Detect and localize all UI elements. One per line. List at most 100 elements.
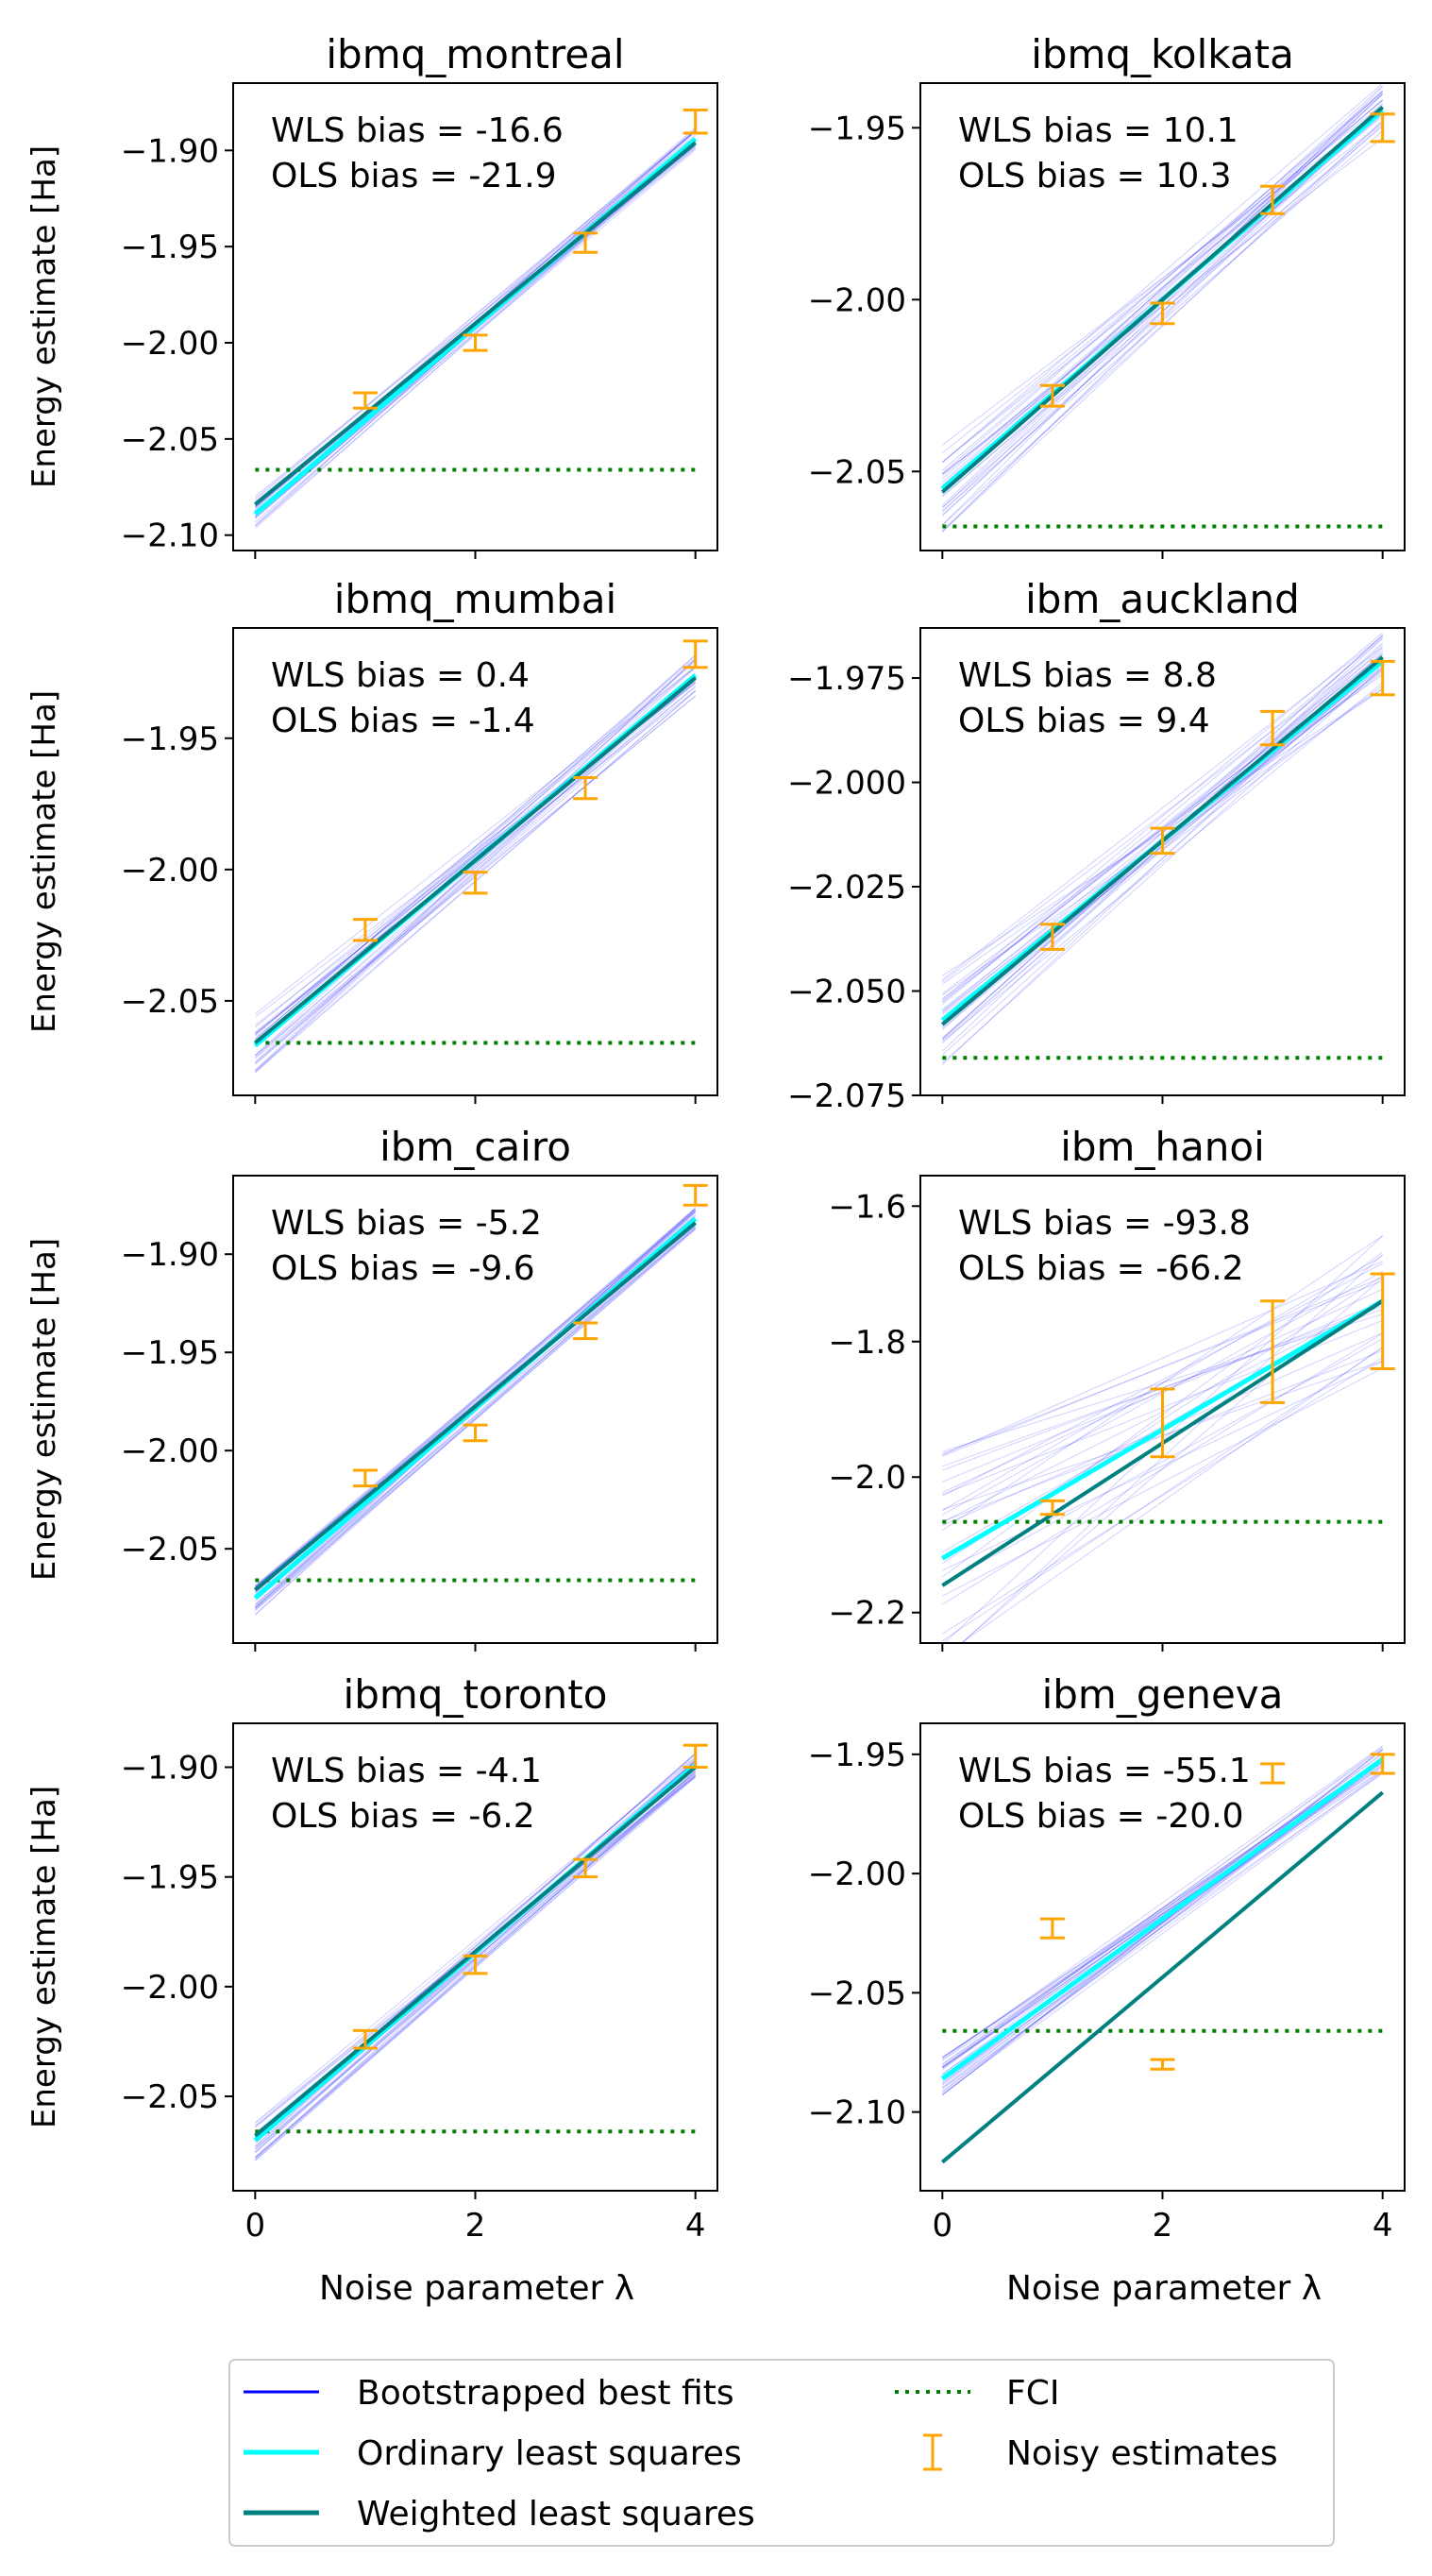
y-tick-label: −2.000 <box>787 765 906 803</box>
bootstrap-lines <box>942 1745 1383 2096</box>
bootstrap-fit-line <box>941 92 1384 471</box>
panel-title: ibmq_mumbai <box>334 576 616 622</box>
bootstrap-fit-line <box>960 1346 1383 1643</box>
wls-bias-annotation: WLS bias = 10.1 <box>958 111 1238 150</box>
legend: Bootstrapped best fits Ordinary least sq… <box>228 2359 1335 2547</box>
y-tick-label: −2.075 <box>787 1077 906 1115</box>
bootstrap-fit-line <box>942 1347 1383 1642</box>
noisy-estimate-errorbar <box>1260 709 1286 747</box>
y-tick-label: −2.05 <box>121 983 219 1021</box>
noisy-estimate-errorbar <box>352 1468 378 1488</box>
ols-bias-annotation: OLS bias = -21.9 <box>271 157 557 195</box>
bootstrap-fit-line <box>941 85 1384 490</box>
bootstrap-fit-line <box>942 1263 1383 1497</box>
bootstrap-fit-line <box>254 1228 697 1612</box>
noisy-estimate-errorbar <box>573 776 598 801</box>
bootstrap-fit-line <box>254 1213 697 1588</box>
y-tick-label: −2.05 <box>808 453 906 491</box>
noisy-estimate-errorbar <box>1039 923 1065 951</box>
y-tick-label: −1.95 <box>121 720 219 758</box>
noisy-estimate-errorbar <box>463 1954 488 1975</box>
bootstrap-fit-line <box>942 1769 1383 2059</box>
noisy-estimate-errorbar <box>682 1183 708 1207</box>
panel-ibm_auckland: −2.075 −2.050 −2.025 −2.000 −1.975 ibm_auckla… <box>787 576 1406 1115</box>
bootstrap-fit-line <box>254 1756 697 2124</box>
bootstrap-fit-line <box>254 1227 697 1605</box>
bootstrap-fit-line <box>254 654 697 1056</box>
bootstrap-fit-line <box>254 1211 697 1586</box>
ols-bias-annotation: OLS bias = -1.4 <box>271 702 535 740</box>
ols-bias-annotation: OLS bias = -9.6 <box>271 1249 535 1288</box>
bootstrap-fit-line <box>942 1313 1383 1452</box>
bootstrap-fit-line <box>942 1280 1383 1454</box>
panel-ibmq_mumbai: −2.05 −2.00 −1.95 ibmq_mumbai WLS bias = 0.4… <box>25 576 718 1104</box>
wls-bias-annotation: WLS bias = -93.8 <box>958 1204 1251 1243</box>
bootstrap-fit-line <box>942 1235 1383 1531</box>
y-tick-label: −2.00 <box>808 281 906 319</box>
panel-title: ibm_auckland <box>1025 576 1300 622</box>
noisy-estimate-errorbar <box>1260 1299 1286 1404</box>
plot-area <box>253 109 708 529</box>
noisy-estimate-errorbar <box>1370 1753 1395 1775</box>
legend-label-noisy: Noisy estimates <box>1006 2434 1278 2473</box>
ols-bias-annotation: OLS bias = 9.4 <box>958 702 1210 740</box>
bootstrap-fit-line <box>942 650 1383 1003</box>
bootstrap-fit-line <box>942 1758 1383 2059</box>
bootstrap-fit-line <box>941 90 1384 474</box>
ols-line <box>940 1756 1385 2081</box>
panel-title: ibm_cairo <box>379 1124 571 1170</box>
x-tick-label: 4 <box>1373 2207 1393 2245</box>
y-axis-label: Energy estimate [Ha] <box>25 1786 63 2128</box>
y-tick-label: −2.025 <box>787 869 906 907</box>
noisy-estimate-errorbar <box>463 333 488 352</box>
bootstrap-fit-line <box>254 659 697 1041</box>
bootstrap-fit-line <box>942 1361 1383 1571</box>
bootstrap-fit-line <box>942 1367 1383 1597</box>
y-tick-label: −1.95 <box>121 1334 219 1372</box>
bootstrap-fit-line <box>254 680 697 1056</box>
legend-label-wls: Weighted least squares <box>357 2495 755 2534</box>
plot-area <box>940 632 1395 1065</box>
bootstrap-fit-line <box>942 1749 1383 2096</box>
bootstrap-fit-line <box>942 1332 1383 1605</box>
plot-area <box>253 1183 708 1616</box>
bootstrap-fit-line <box>942 1277 1383 1457</box>
ols-bias-annotation: OLS bias = -20.0 <box>958 1797 1244 1836</box>
bootstrap-fit-line <box>942 104 1383 454</box>
y-tick-label: −2.00 <box>808 1856 906 1893</box>
noisy-estimate-errorbar <box>1039 1499 1065 1517</box>
wls-line <box>941 1790 1384 2164</box>
legend-entry-fci: FCI <box>895 2374 1059 2413</box>
bootstrap-fit-line <box>942 1760 1383 2093</box>
panel-title: ibmq_montreal <box>326 31 624 77</box>
bootstrap-fit-line <box>942 1771 1383 2090</box>
y-tick-label: −1.95 <box>121 229 219 266</box>
noisy-estimate-errorbar <box>352 391 378 410</box>
bootstrap-fit-line <box>254 1760 697 2127</box>
wls-line <box>254 1221 697 1592</box>
bootstrap-fit-line <box>255 666 696 1028</box>
noisy-estimate-errorbar <box>1370 112 1395 144</box>
bootstrap-fit-line <box>942 1746 1383 2071</box>
bootstrap-fit-line <box>941 120 1384 533</box>
wls-bias-annotation: WLS bias = -16.6 <box>271 111 564 150</box>
y-tick-label: −1.95 <box>808 1737 906 1774</box>
bootstrap-fit-line <box>941 99 1384 483</box>
noisy-estimate-errorbar <box>1370 1272 1395 1370</box>
bootstrap-fit-line <box>941 83 1384 464</box>
wls-line <box>254 1765 697 2138</box>
y-tick-label: −2.00 <box>121 1432 219 1470</box>
bootstrap-fit-line <box>942 1745 1383 2060</box>
wls-line <box>254 141 697 506</box>
x-axis-label-left: Noise parameter λ <box>319 2269 634 2308</box>
x-tick-label: 4 <box>685 2207 706 2245</box>
ols-bias-annotation: OLS bias = 10.3 <box>958 157 1232 195</box>
bootstrap-fit-line <box>254 1211 697 1587</box>
bootstrap-fit-line <box>942 1255 1383 1511</box>
bootstrap-fit-line <box>254 1227 697 1610</box>
panels: −2.10−2.05−2.00−1.95−1.90ibmq_montrealWL… <box>25 31 1406 2245</box>
noisy-estimate-errorbar <box>1260 1762 1286 1785</box>
noisy-estimate-errorbar <box>573 1857 598 1879</box>
y-axis-label: Energy estimate [Ha] <box>25 690 63 1033</box>
